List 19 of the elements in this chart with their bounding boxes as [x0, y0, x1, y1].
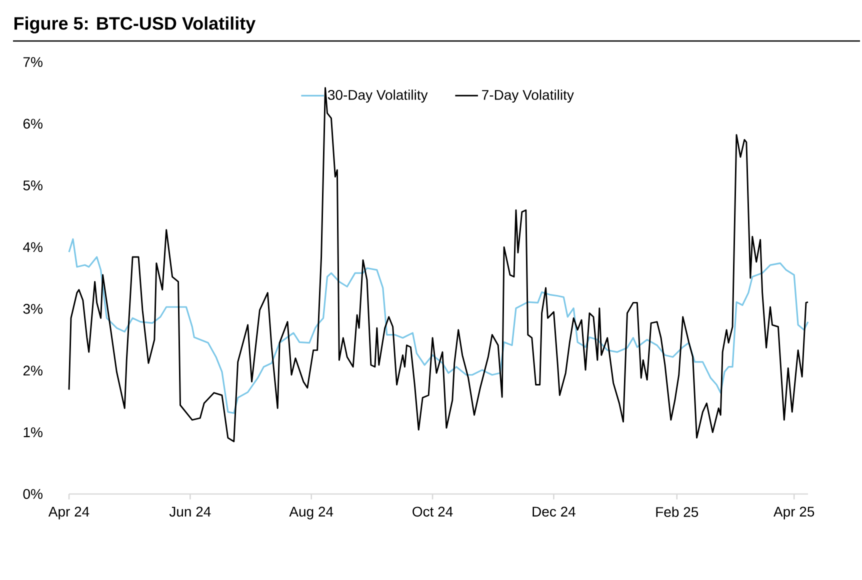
- x-tick-label: Apr 25: [773, 506, 814, 520]
- chart-title: Figure 5: BTC-USD Volatility: [14, 16, 256, 34]
- x-tick-label: Apr 24: [48, 506, 90, 520]
- y-tick-label: 0%: [23, 489, 42, 499]
- y-tick-label: 2%: [23, 366, 42, 376]
- y-tick-label: 3%: [23, 304, 42, 314]
- y-tick-label: 5%: [23, 180, 42, 190]
- x-tick-label: Feb 25: [656, 506, 698, 517]
- x-tick-label: Dec 24: [532, 506, 576, 517]
- legend-label: 30-Day Volatility: [328, 90, 428, 103]
- x-tick-label: Jun 24: [169, 506, 211, 517]
- y-tick-label: 6%: [23, 118, 42, 129]
- y-tick-label: 7%: [23, 57, 42, 67]
- y-tick-label: 4%: [23, 242, 42, 252]
- y-tick-label: 1%: [24, 427, 42, 438]
- line-series: [68, 87, 809, 442]
- x-tick-label: Aug 24: [289, 506, 334, 520]
- legend-label: 7-Day Volatility: [482, 90, 574, 103]
- x-tick-label: Oct 24: [412, 506, 453, 517]
